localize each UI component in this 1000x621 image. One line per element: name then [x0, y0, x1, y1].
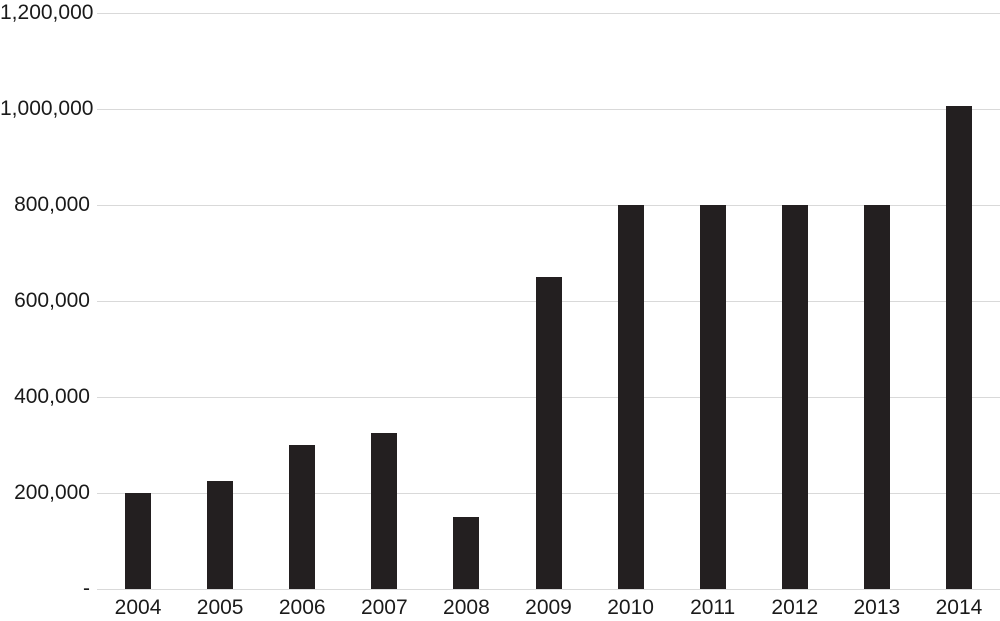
x-tick-label: 2005: [196, 596, 244, 619]
x-tick-label: 2012: [771, 596, 819, 619]
x-tick-label: 2011: [690, 596, 736, 619]
x-tick-label: 2009: [525, 596, 572, 619]
gridline: [97, 204, 1000, 206]
y-tick-label: -: [83, 577, 90, 600]
bar-2007: [371, 433, 398, 589]
y-tick-label: 200,000: [14, 481, 90, 504]
bar-2009: [535, 277, 562, 589]
bar-2012: [781, 205, 808, 589]
bar-2010: [617, 205, 644, 589]
bar-2004: [125, 493, 152, 589]
bar-2014: [945, 105, 972, 589]
x-tick-label: 2007: [360, 596, 408, 619]
gridline: [97, 588, 1000, 590]
x-tick-label: 2014: [935, 596, 983, 619]
y-tick-label: 400,000: [14, 385, 90, 408]
x-tick-label: 2013: [853, 596, 901, 619]
bar-2005: [207, 481, 234, 589]
gridline: [97, 108, 1000, 110]
x-tick-label: 2008: [443, 596, 490, 619]
bar-2013: [863, 205, 890, 589]
bar-2008: [453, 517, 480, 589]
x-tick-label: 2006: [278, 596, 326, 619]
gridline: [97, 12, 1000, 14]
y-tick-label: 600,000: [14, 289, 90, 312]
y-tick-label: 1,200,000: [0, 1, 94, 24]
y-tick-label: 800,000: [14, 193, 90, 216]
bar-2006: [289, 445, 316, 589]
y-tick-label: 1,000,000: [0, 97, 94, 120]
x-tick-label: 2004: [114, 596, 162, 619]
bar-2011: [699, 205, 726, 589]
x-tick-label: 2010: [607, 596, 654, 619]
